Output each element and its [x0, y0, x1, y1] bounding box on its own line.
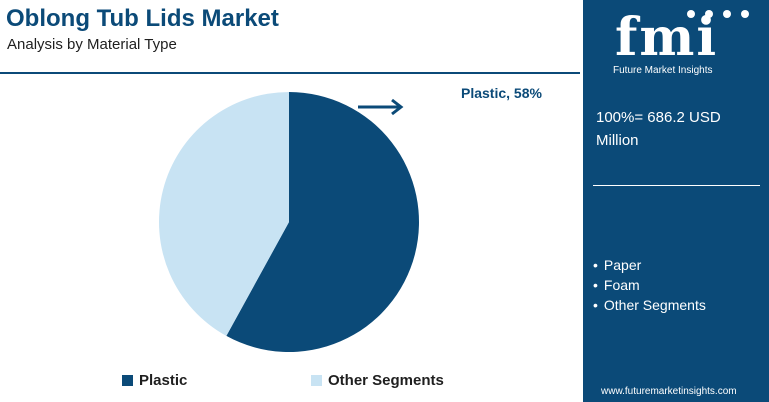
list-item-foam: Foam: [593, 275, 706, 295]
chart-title: Oblong Tub Lids Market: [6, 5, 279, 32]
logo-subtitle: Future Market Insights: [613, 65, 713, 76]
chart-subtitle: Analysis by Material Type: [7, 36, 177, 53]
pie-slice-other-segments: [159, 92, 289, 336]
legend: Plastic Other Segments: [0, 372, 580, 394]
info-panel: fmi Future Market Insights 100%= 686.2 U…: [580, 0, 769, 402]
title-divider: [0, 72, 580, 74]
market-total: 100%= 686.2 USD Million: [596, 109, 721, 149]
other-segments-list: Paper Foam Other Segments: [593, 255, 706, 315]
legend-swatch-plastic: [122, 375, 133, 386]
list-item-other-segments: Other Segments: [593, 295, 706, 315]
logo-figures-icon: [687, 10, 749, 18]
legend-item-other-segments: Other Segments: [311, 372, 444, 389]
legend-swatch-other-segments: [311, 375, 322, 386]
fmi-logo: fmi Future Market Insights: [605, 8, 755, 78]
pie-slice-plastic: [226, 92, 420, 353]
pie-chart: [159, 92, 420, 353]
data-label-plastic: Plastic, 58%: [461, 85, 542, 101]
legend-label-plastic: Plastic: [139, 372, 188, 389]
website-url: www.futuremarketinsights.com: [601, 386, 737, 397]
legend-label-other-segments: Other Segments: [328, 372, 444, 389]
list-item-paper: Paper: [593, 255, 706, 275]
legend-item-plastic: Plastic: [122, 372, 187, 389]
chart-area: [0, 76, 580, 402]
panel-divider: [593, 185, 760, 186]
callout-arrow: [358, 98, 404, 116]
logo-text: fmi: [615, 7, 719, 68]
